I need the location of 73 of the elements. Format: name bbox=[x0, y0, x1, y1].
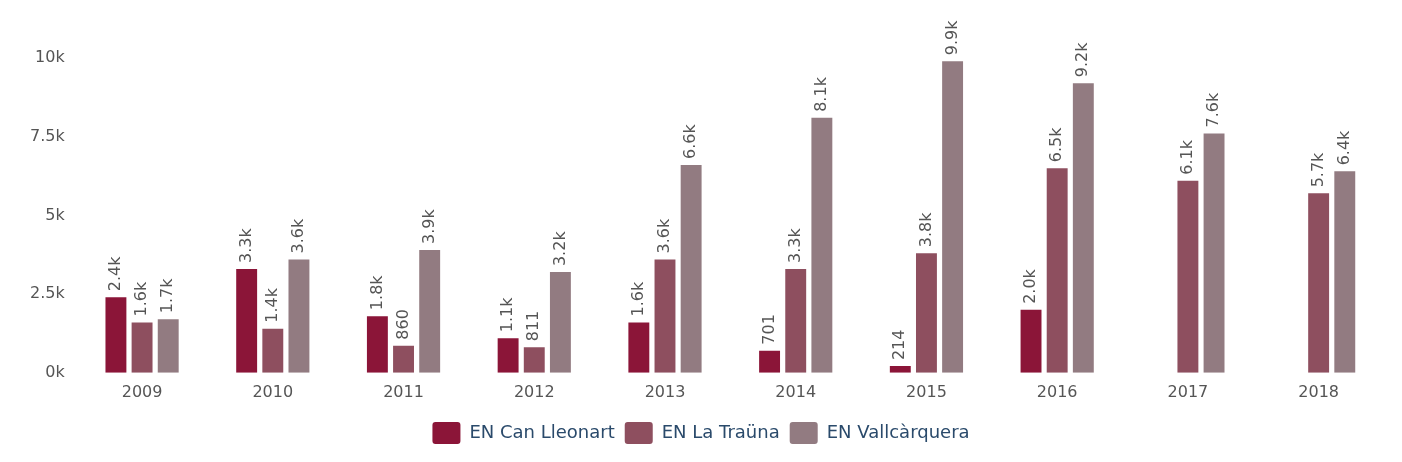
x-tick-label: 2017 bbox=[1167, 381, 1209, 401]
bar bbox=[654, 259, 676, 373]
legend-label: EN La Traüna bbox=[661, 420, 780, 442]
bar bbox=[680, 165, 702, 373]
bar bbox=[157, 319, 179, 373]
bar bbox=[262, 328, 284, 373]
y-tick-label: 2.5k bbox=[29, 283, 66, 303]
data-label: 214 bbox=[889, 329, 909, 361]
legend-label: EN Vallcàrquera bbox=[826, 420, 970, 442]
bar bbox=[1203, 133, 1225, 373]
data-label: 3.9k bbox=[418, 208, 438, 245]
data-label: 811 bbox=[523, 310, 543, 342]
bar bbox=[419, 250, 441, 373]
bar bbox=[523, 347, 545, 373]
bar bbox=[236, 268, 258, 373]
x-tick-label: 2011 bbox=[383, 381, 424, 401]
data-label: 9.2k bbox=[1072, 41, 1092, 78]
data-label: 3.3k bbox=[235, 227, 255, 263]
y-tick-label: 7.5k bbox=[29, 125, 66, 145]
data-label: 6.6k bbox=[680, 123, 700, 160]
legend-label: EN Can Lleonart bbox=[469, 420, 615, 442]
data-label: 2.0k bbox=[1020, 268, 1040, 304]
bar bbox=[628, 322, 650, 373]
bar bbox=[759, 350, 781, 373]
data-label: 3.2k bbox=[549, 230, 569, 267]
bar bbox=[785, 268, 807, 373]
data-label: 8.1k bbox=[811, 76, 831, 112]
bar bbox=[915, 253, 937, 373]
data-label: 1.4k bbox=[261, 287, 281, 323]
data-label: 6.1k bbox=[1177, 139, 1197, 175]
data-label: 3.3k bbox=[784, 227, 804, 263]
y-tick-label: 0k bbox=[45, 361, 66, 381]
bar bbox=[131, 322, 153, 373]
data-label: 7.6k bbox=[1203, 92, 1223, 128]
bar bbox=[288, 259, 310, 373]
bar bbox=[1020, 309, 1042, 373]
bar bbox=[393, 345, 414, 373]
x-tick-label: 2018 bbox=[1298, 381, 1339, 401]
bar bbox=[811, 117, 833, 373]
x-tick-label: 2009 bbox=[121, 381, 163, 401]
data-label: 860 bbox=[392, 309, 412, 340]
x-tick-label: 2013 bbox=[644, 381, 686, 401]
x-tick-label: 2010 bbox=[252, 381, 294, 401]
data-label: 6.5k bbox=[1046, 126, 1066, 163]
bar bbox=[105, 297, 127, 373]
x-tick-label: 2012 bbox=[513, 381, 555, 401]
data-label: 6.4k bbox=[1333, 129, 1353, 166]
data-label: 1.8k bbox=[366, 274, 386, 311]
y-tick-label: 5k bbox=[45, 204, 66, 224]
data-label: 1.6k bbox=[131, 280, 151, 317]
data-label: 3.6k bbox=[288, 218, 308, 254]
data-label: 1.7k bbox=[157, 277, 177, 314]
x-tick-label: 2016 bbox=[1036, 381, 1078, 401]
data-label: 3.8k bbox=[915, 211, 935, 248]
data-label: 1.1k bbox=[497, 296, 517, 333]
y-tick-label: 10k bbox=[35, 47, 66, 67]
bar bbox=[1177, 180, 1199, 373]
data-label: 1.6k bbox=[628, 280, 647, 317]
x-tick-label: 2014 bbox=[775, 381, 817, 401]
bar bbox=[1308, 193, 1330, 373]
data-label: 3.6k bbox=[654, 218, 674, 254]
data-label: 9.9k bbox=[941, 19, 961, 56]
data-label: 2.4k bbox=[105, 255, 125, 292]
data-label: 701 bbox=[758, 314, 778, 345]
data-label: 5.7k bbox=[1307, 151, 1327, 188]
bar bbox=[1072, 83, 1094, 373]
bar bbox=[366, 316, 388, 373]
bar bbox=[942, 61, 964, 373]
bar bbox=[549, 272, 571, 373]
bar bbox=[1046, 168, 1068, 373]
bar bbox=[497, 338, 519, 373]
bar bbox=[1334, 171, 1356, 373]
x-tick-label: 2015 bbox=[906, 381, 947, 401]
